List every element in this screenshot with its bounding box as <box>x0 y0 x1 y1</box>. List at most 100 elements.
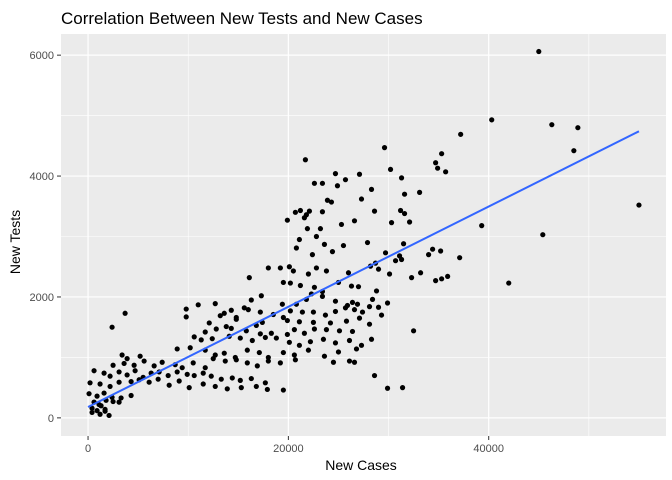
data-point <box>183 306 189 312</box>
data-point <box>155 376 161 382</box>
data-point <box>296 319 302 325</box>
data-point <box>233 357 239 363</box>
data-point <box>293 245 299 251</box>
data-point <box>371 372 378 379</box>
data-point <box>291 327 297 333</box>
data-point <box>313 233 320 240</box>
data-point <box>146 379 152 385</box>
data-point <box>121 360 127 367</box>
data-point <box>102 408 108 414</box>
data-point <box>392 258 399 264</box>
data-point <box>262 380 268 386</box>
data-point <box>305 347 312 353</box>
data-point <box>324 197 331 203</box>
data-point <box>364 239 371 246</box>
data-point <box>279 301 285 307</box>
data-point <box>292 357 298 363</box>
data-point <box>116 399 122 405</box>
data-point <box>223 323 229 330</box>
data-point <box>489 117 495 123</box>
data-point <box>332 171 339 177</box>
data-point <box>297 282 303 289</box>
data-point <box>116 379 122 385</box>
data-point <box>238 385 244 391</box>
data-point <box>97 381 103 387</box>
data-point <box>248 297 254 303</box>
data-point <box>346 358 353 364</box>
data-point <box>354 301 361 307</box>
data-point <box>195 302 201 308</box>
chart-title: Correlation Between New Tests and New Ca… <box>61 9 423 28</box>
data-point <box>119 352 125 358</box>
data-point <box>128 378 134 385</box>
data-point <box>358 196 365 202</box>
data-point <box>265 358 271 364</box>
data-point <box>433 160 439 166</box>
data-point <box>94 393 100 399</box>
data-point <box>378 312 385 318</box>
data-point <box>101 370 107 376</box>
data-point <box>284 217 290 223</box>
data-point <box>248 375 254 382</box>
y-tick-label: 4000 <box>30 171 54 183</box>
data-point <box>301 330 308 336</box>
data-point <box>286 264 292 270</box>
data-point <box>430 246 436 252</box>
data-point <box>439 276 445 282</box>
data-point <box>89 409 95 416</box>
data-point <box>433 278 439 284</box>
y-tick-label: 2000 <box>30 292 54 304</box>
data-point <box>353 346 360 352</box>
data-points <box>86 48 642 419</box>
data-point <box>307 339 314 345</box>
data-point <box>359 309 366 315</box>
data-point <box>549 122 555 128</box>
data-point <box>401 210 408 217</box>
data-point <box>319 293 326 299</box>
data-point <box>280 349 286 356</box>
data-point <box>107 383 113 390</box>
data-point <box>332 298 339 304</box>
data-point <box>187 345 193 351</box>
data-point <box>241 305 247 311</box>
data-point <box>313 265 320 271</box>
data-point <box>330 359 337 365</box>
data-point <box>265 354 271 361</box>
data-point <box>321 241 328 247</box>
data-point <box>116 369 122 375</box>
data-point <box>346 337 353 344</box>
trend-line <box>87 130 640 408</box>
data-point <box>128 392 134 399</box>
data-point <box>265 265 271 271</box>
data-point <box>334 183 341 189</box>
data-point <box>309 252 316 258</box>
y-tick-label: 0 <box>48 413 54 425</box>
data-point <box>209 336 215 342</box>
data-point <box>217 313 223 319</box>
data-point <box>636 202 642 208</box>
data-point <box>400 241 407 247</box>
data-point <box>382 250 389 256</box>
data-point <box>109 324 115 330</box>
data-point <box>191 334 197 340</box>
data-point <box>286 339 292 345</box>
data-point <box>321 353 328 359</box>
data-point <box>229 375 235 381</box>
data-point <box>256 349 262 356</box>
data-point <box>417 270 424 276</box>
data-point <box>262 334 268 341</box>
data-point <box>210 356 216 362</box>
data-point <box>107 373 113 379</box>
data-point <box>280 387 286 393</box>
minor-gridlines <box>61 34 666 436</box>
data-point <box>351 359 358 365</box>
data-point <box>221 310 227 316</box>
data-point <box>249 337 255 344</box>
data-point <box>122 310 128 316</box>
data-point <box>342 305 349 311</box>
data-point <box>410 328 417 334</box>
data-point <box>375 266 382 272</box>
data-point <box>106 412 112 419</box>
data-point <box>287 308 293 314</box>
